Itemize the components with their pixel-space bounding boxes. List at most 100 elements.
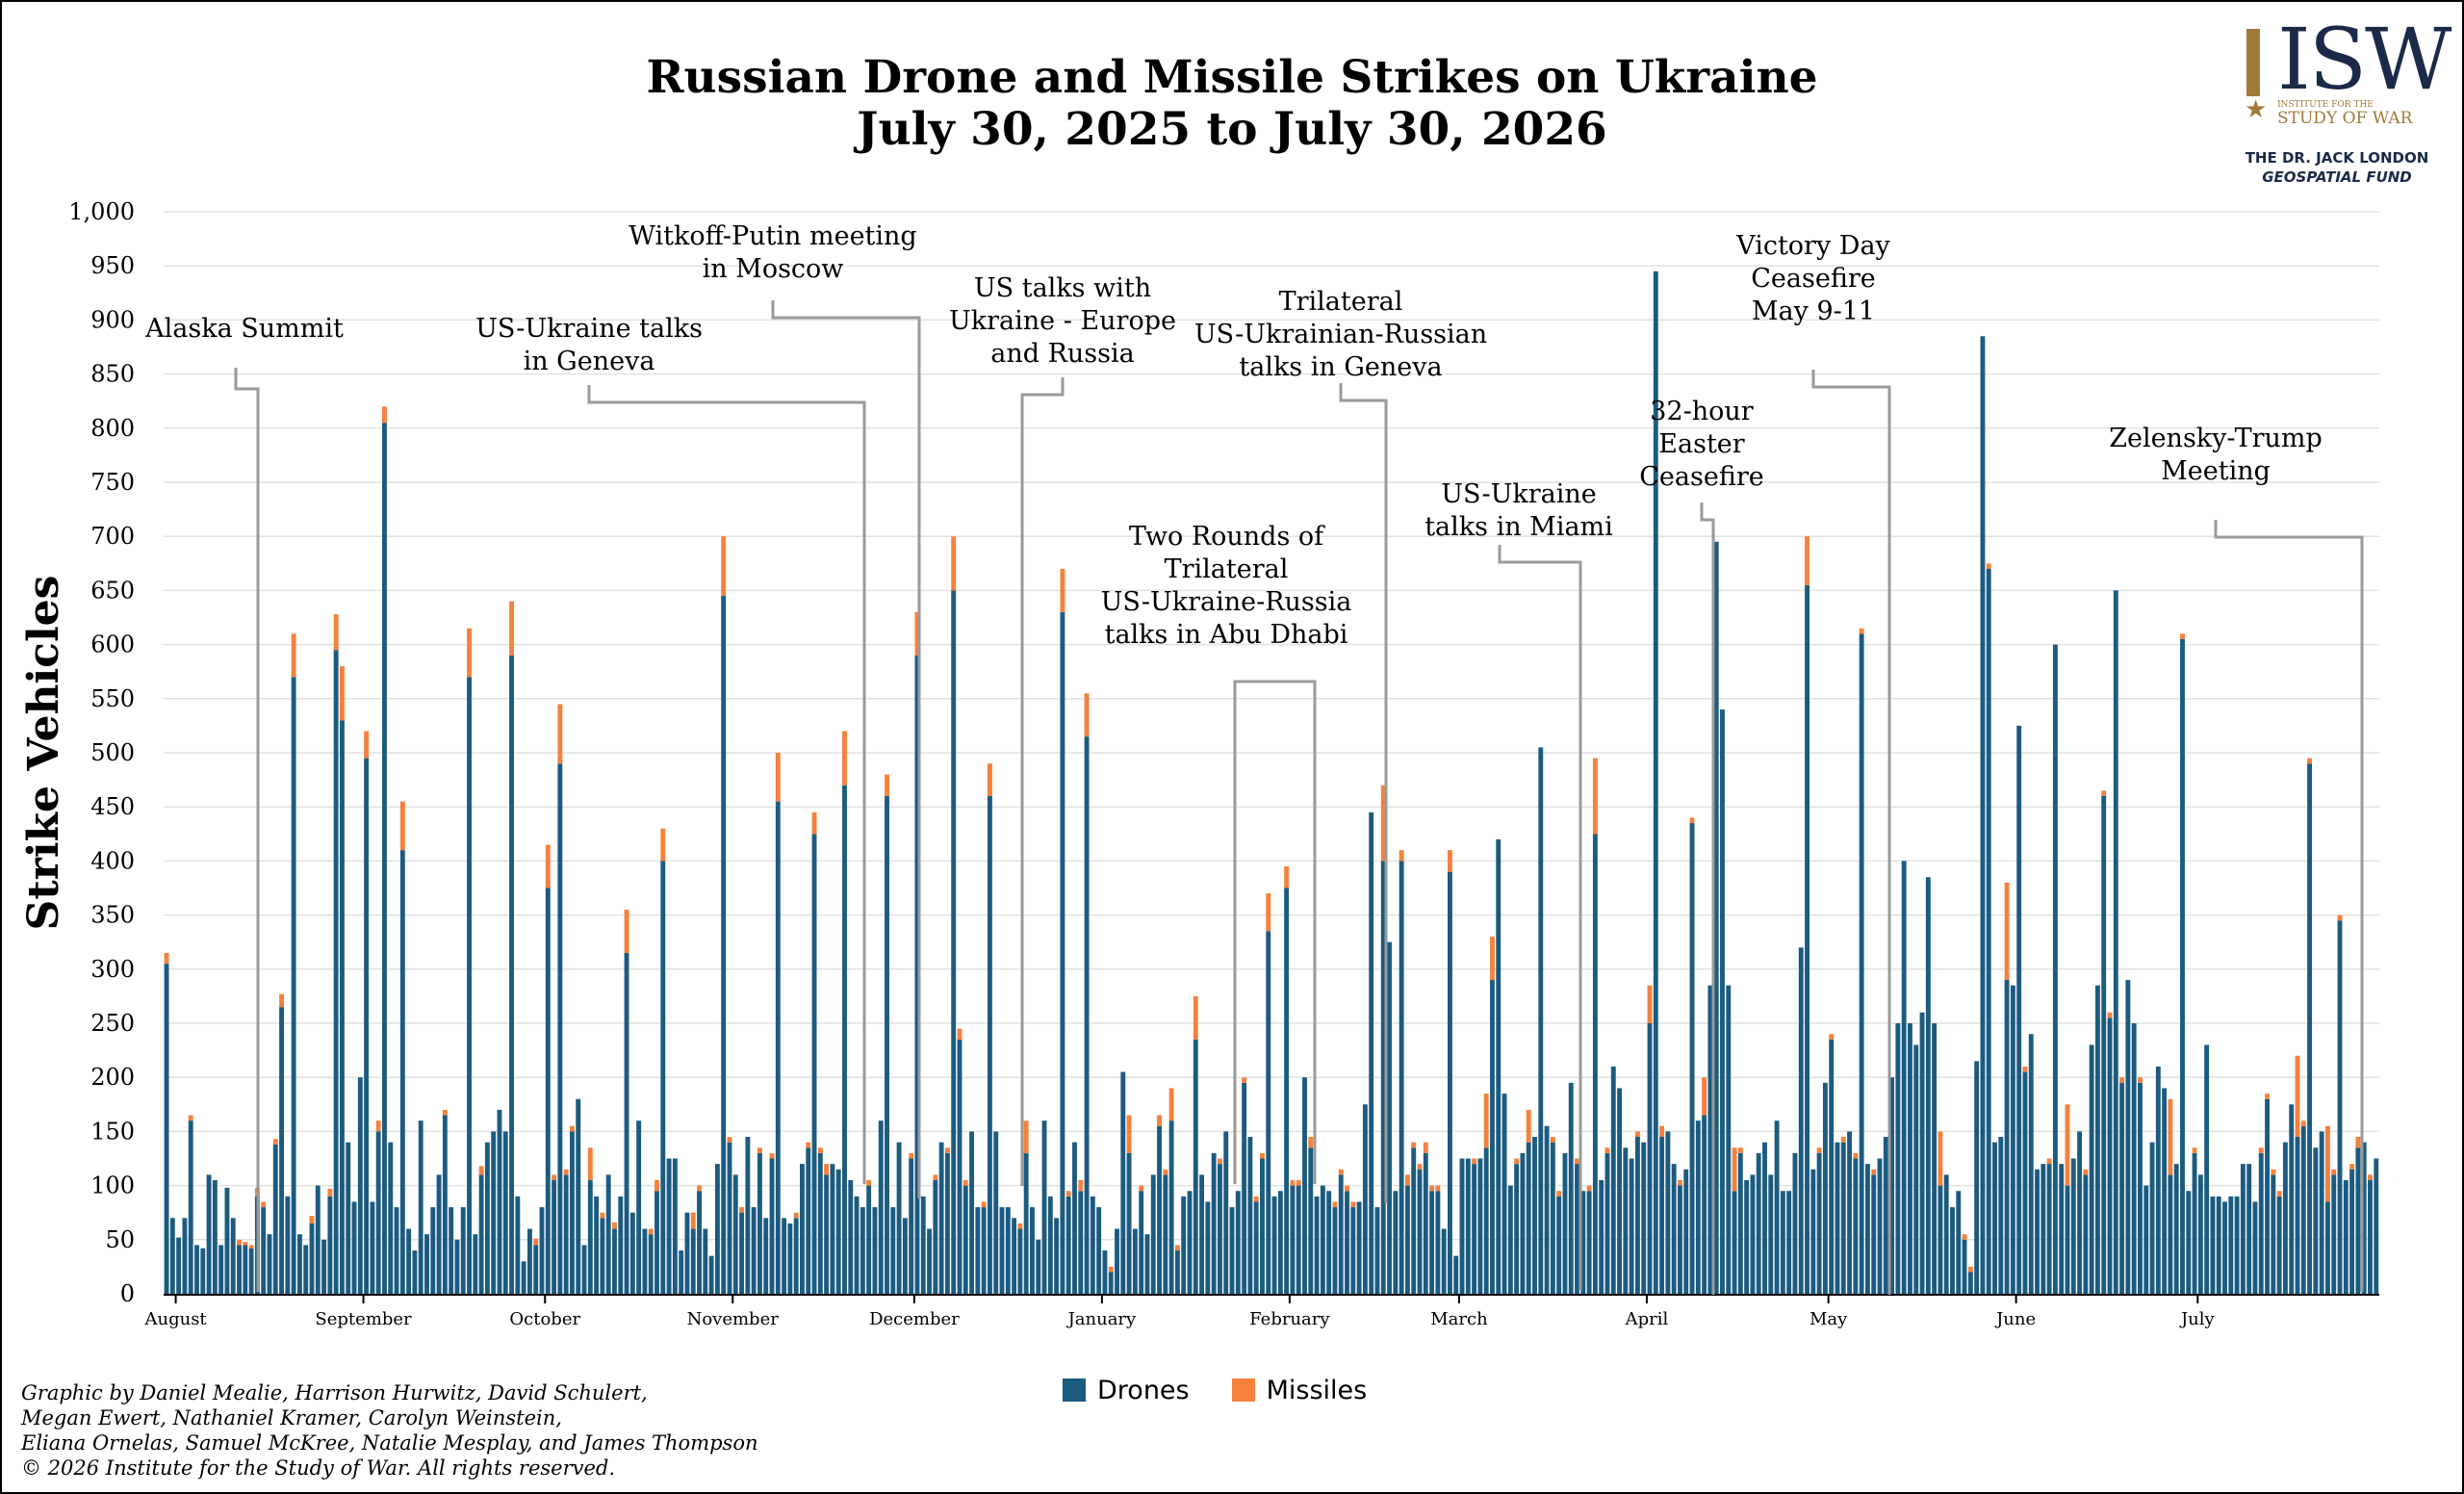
bar-drones (1041, 1120, 1047, 1294)
bar-drones (2295, 1137, 2300, 1294)
bar-drones (497, 1109, 502, 1294)
bar-drones (1992, 1142, 1997, 1294)
bar-drones (364, 758, 370, 1294)
bar-drones (1314, 1196, 1320, 1294)
bar-missiles (1380, 785, 1386, 862)
annotation-label: Meeting (2161, 456, 2271, 486)
bar-missiles (1350, 1201, 1356, 1208)
bar-missiles (1702, 1077, 1707, 1116)
bar-missiles (399, 801, 405, 851)
bar-missiles (957, 1028, 962, 1040)
bar-drones (1054, 1218, 1060, 1294)
bar-missiles (339, 666, 345, 721)
bar-missiles (690, 1212, 696, 1229)
bar-drones (1302, 1077, 1307, 1294)
bar-drones (1623, 1147, 1629, 1294)
bar-drones (454, 1239, 460, 1294)
bar-drones (1211, 1152, 1217, 1294)
bar-drones (1247, 1137, 1253, 1294)
bar-missiles (1017, 1223, 1023, 1229)
bar-drones (927, 1228, 932, 1294)
bar-missiles (1472, 1158, 1477, 1165)
bar-drones (1864, 1164, 1870, 1294)
bar-drones (1986, 568, 1991, 1294)
bar-drones (2173, 1164, 2179, 1294)
bar-missiles (2307, 758, 2313, 764)
bar-drones (679, 1250, 684, 1294)
bar-drones (594, 1196, 600, 1294)
bar-missiles (866, 1179, 872, 1186)
bar-drones (2265, 1098, 2270, 1294)
bar-drones (999, 1207, 1005, 1294)
bar-drones (1229, 1207, 1235, 1294)
bar-missiles (914, 611, 920, 656)
bar-drones (2094, 985, 2100, 1294)
bar-missiles (824, 1164, 830, 1175)
bar-drones (1072, 1142, 1077, 1294)
bar-drones (1090, 1196, 1095, 1294)
bar-missiles (600, 1212, 605, 1219)
bar-missiles (1586, 1185, 1592, 1192)
bar-drones (169, 1218, 175, 1294)
annotation-leader (2214, 520, 2364, 1292)
bar-drones (1441, 1228, 1447, 1294)
bar-drones (333, 650, 339, 1294)
bar-drones (1030, 1207, 1035, 1294)
bar-missiles (1290, 1179, 1296, 1186)
bar-drones (1296, 1185, 1301, 1294)
bar-missiles (981, 1201, 987, 1208)
bar-drones (449, 1207, 454, 1294)
bar-missiles (654, 1179, 659, 1192)
bar-drones (346, 1142, 351, 1294)
bar-drones (2155, 1066, 2161, 1294)
bar-drones (1417, 1169, 1423, 1294)
bar-drones (515, 1196, 521, 1294)
bar-drones (418, 1120, 424, 1294)
bar-missiles (2276, 1191, 2282, 1197)
bar-drones (987, 795, 992, 1294)
bar-drones (521, 1261, 526, 1294)
y-tick-label: 550 (90, 685, 135, 712)
bar-drones (1477, 1158, 1483, 1294)
bar-missiles (612, 1222, 617, 1229)
x-tick-label: September (315, 1309, 412, 1329)
bar-missiles (1526, 1109, 1531, 1143)
bar-drones (1780, 1191, 1785, 1294)
bar-drones (1483, 1147, 1489, 1294)
bar-drones (2016, 725, 2022, 1294)
bar-missiles (1078, 1179, 1084, 1192)
bar-drones (206, 1174, 212, 1294)
bar-missiles (842, 731, 847, 786)
bar-missiles (2004, 882, 2010, 981)
bar-drones (1859, 633, 1864, 1294)
bar-drones (1332, 1207, 1338, 1294)
bar-missiles (1260, 1152, 1265, 1159)
bar-drones (872, 1207, 878, 1294)
bar-missiles (909, 1152, 914, 1159)
bar-drones (1271, 1196, 1277, 1294)
bar-drones (1962, 1239, 1967, 1294)
bar-drones (2289, 1104, 2295, 1294)
bar-drones (2374, 1158, 2379, 1294)
bar-drones (1465, 1158, 1471, 1294)
bar-drones (2282, 1142, 2288, 1294)
bar-missiles (648, 1228, 654, 1235)
bar-missiles (1967, 1266, 1973, 1273)
bar-missiles (2192, 1147, 2197, 1153)
bar-drones (188, 1120, 193, 1294)
bar-drones (672, 1158, 678, 1294)
bar-drones (690, 1228, 696, 1294)
legend-item-drones: Drones (1063, 1376, 1190, 1405)
bar-drones (830, 1164, 835, 1294)
bar-missiles (739, 1207, 745, 1213)
bar-missiles (1308, 1137, 1314, 1148)
bar-drones (1798, 947, 1804, 1294)
annotation-label: US talks with (974, 273, 1151, 303)
bar-missiles (1659, 1125, 1665, 1138)
bar-drones (2313, 1147, 2319, 1294)
bar-drones (1659, 1137, 1665, 1294)
bar-missiles (2065, 1104, 2070, 1186)
bar-missiles (2331, 1169, 2337, 1175)
bar-drones (2059, 1164, 2065, 1294)
bar-drones (279, 1007, 284, 1294)
